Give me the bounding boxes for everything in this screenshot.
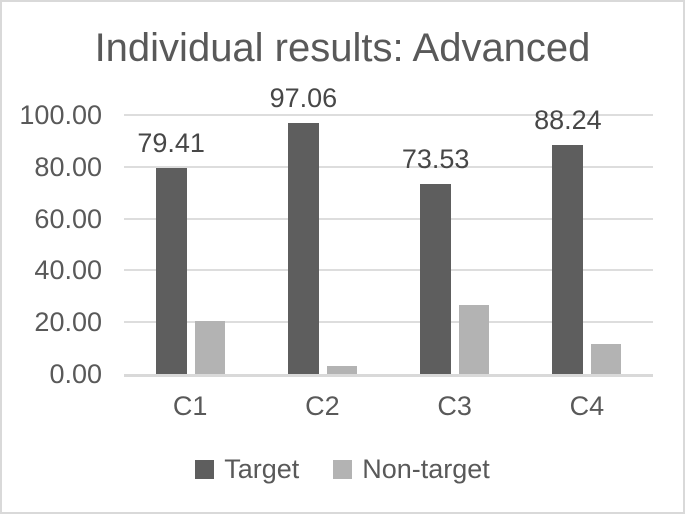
gridline-100	[124, 114, 653, 116]
bar-target-c4: 88.24	[534, 105, 602, 374]
category-label-c1: C1	[172, 391, 208, 421]
gridline-40	[124, 269, 653, 272]
bar-target-c2: 97.06	[270, 83, 337, 374]
legend-swatch-icon	[195, 459, 215, 479]
bar-group-c2: 97.06	[256, 83, 388, 374]
data-label-c2: 97.06	[269, 82, 338, 113]
category-label-c4: C4	[569, 391, 605, 421]
bar-non-target-c1	[194, 320, 225, 374]
plot-area: 79.41 97.06 73.53 88.24	[124, 83, 653, 377]
legend-item-non-target: Non-target	[333, 454, 490, 484]
gridline-80	[124, 165, 653, 168]
chart-title: Individual results: Advanced	[94, 26, 591, 70]
ytick-label-20: 20.00	[34, 307, 102, 338]
legend-swatch-icon	[333, 459, 353, 479]
legend-item-target: Target	[195, 454, 299, 484]
bar-target-c3: 73.53	[402, 144, 469, 374]
bar-non-target-c4	[591, 343, 622, 374]
bar-group-c4: 88.24	[521, 105, 653, 374]
legend-label: Target	[224, 454, 300, 484]
bar-group-c1: 79.41	[124, 115, 256, 374]
bar-non-target-c2	[326, 366, 357, 374]
data-label-c4: 88.24	[534, 105, 602, 136]
bar-non-target-c3	[459, 305, 490, 374]
category-label-c2: C2	[305, 391, 340, 421]
legend: Target Non-target	[2, 454, 683, 484]
category-label-c3: C3	[437, 391, 472, 421]
ytick-label-0: 0.00	[49, 359, 102, 389]
ytick-label-40: 40.00	[34, 255, 102, 286]
bar-group-c3: 73.53	[389, 115, 521, 374]
bar-target-c1: 79.41	[137, 128, 205, 374]
ytick-label-60: 60.00	[34, 203, 102, 234]
gridline-20	[124, 321, 653, 324]
ytick-label-100: 100.00	[19, 100, 102, 130]
legend-label: Non-target	[362, 454, 490, 484]
ytick-label-80: 80.00	[34, 151, 102, 182]
gridline-60	[124, 217, 653, 220]
data-label-c3: 73.53	[401, 143, 470, 174]
data-label-c1: 79.41	[137, 128, 205, 159]
